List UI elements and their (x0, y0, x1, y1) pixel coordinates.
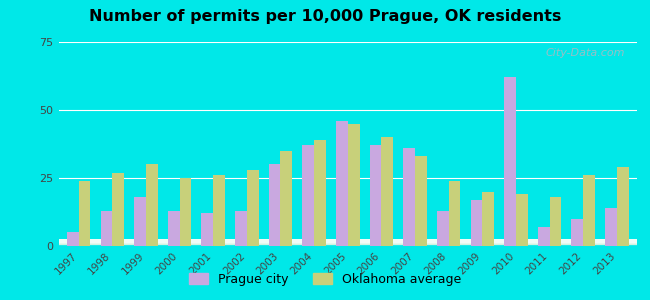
Bar (415, 156, 427, 246)
Bar (58, 241, 637, 244)
Bar (605, 208, 617, 246)
Bar (549, 197, 562, 246)
Bar (58, 243, 637, 246)
Bar (58, 241, 637, 244)
Bar (58, 242, 637, 245)
Bar (302, 146, 314, 246)
Bar (571, 219, 583, 246)
Bar (58, 241, 637, 244)
Bar (202, 213, 213, 246)
Bar (58, 242, 637, 245)
Bar (268, 164, 281, 246)
Bar (58, 242, 637, 246)
Bar (58, 240, 637, 244)
Bar (58, 242, 637, 245)
Bar (101, 211, 112, 246)
Bar (58, 240, 637, 244)
Bar (538, 227, 549, 246)
Bar (58, 240, 637, 243)
Bar (58, 239, 637, 243)
Bar (314, 140, 326, 246)
Bar (58, 241, 637, 244)
Bar (67, 232, 79, 246)
Bar (58, 242, 637, 246)
Bar (58, 240, 637, 244)
Bar (58, 240, 637, 244)
Bar (58, 239, 637, 243)
Bar (58, 240, 637, 243)
Bar (403, 148, 415, 246)
Bar (336, 121, 348, 246)
Bar (58, 242, 637, 246)
Bar (58, 240, 637, 244)
Bar (617, 167, 629, 246)
Bar (134, 197, 146, 246)
Bar (58, 239, 637, 243)
Text: City-Data.com: City-Data.com (546, 48, 625, 58)
Bar (58, 242, 637, 245)
Bar (58, 241, 637, 245)
Bar (58, 241, 637, 244)
Bar (58, 242, 637, 245)
Bar (58, 242, 637, 245)
Bar (482, 192, 494, 246)
Bar (348, 124, 359, 246)
Bar (168, 211, 179, 246)
Bar (58, 242, 637, 246)
Bar (58, 240, 637, 243)
Bar (235, 211, 247, 246)
Bar (58, 240, 637, 244)
Bar (58, 241, 637, 244)
Bar (179, 178, 191, 246)
Bar (448, 181, 460, 246)
Bar (58, 239, 637, 243)
Bar (58, 239, 637, 243)
Bar (213, 175, 225, 246)
Bar (58, 240, 637, 244)
Bar (58, 240, 637, 243)
Legend: Prague city, Oklahoma average: Prague city, Oklahoma average (184, 268, 466, 291)
Bar (58, 241, 637, 244)
Text: Number of permits per 10,000 Prague, OK residents: Number of permits per 10,000 Prague, OK … (89, 9, 561, 24)
Bar (58, 241, 637, 244)
Bar (112, 172, 124, 246)
Bar (58, 241, 637, 244)
Bar (382, 137, 393, 246)
Bar (79, 181, 90, 246)
Bar (58, 242, 637, 246)
Bar (58, 241, 637, 244)
Bar (58, 242, 637, 245)
Bar (58, 242, 637, 245)
Bar (58, 239, 637, 243)
Bar (58, 242, 637, 245)
Bar (437, 211, 448, 246)
Bar (58, 241, 637, 244)
Bar (58, 240, 637, 243)
Bar (58, 242, 637, 245)
Bar (58, 241, 637, 244)
Bar (504, 77, 516, 246)
Bar (58, 241, 637, 244)
Bar (516, 194, 528, 246)
Bar (58, 242, 637, 246)
Bar (370, 146, 382, 246)
Bar (58, 242, 637, 245)
Bar (58, 242, 637, 245)
Bar (146, 164, 158, 246)
Bar (58, 241, 637, 244)
Bar (583, 175, 595, 246)
Bar (471, 200, 482, 246)
Bar (58, 240, 637, 243)
Bar (58, 242, 637, 245)
Bar (247, 170, 259, 246)
Bar (281, 151, 292, 246)
Bar (58, 240, 637, 244)
Bar (58, 242, 637, 245)
Bar (58, 240, 637, 243)
Bar (58, 242, 637, 245)
Bar (58, 242, 637, 246)
Bar (58, 240, 637, 243)
